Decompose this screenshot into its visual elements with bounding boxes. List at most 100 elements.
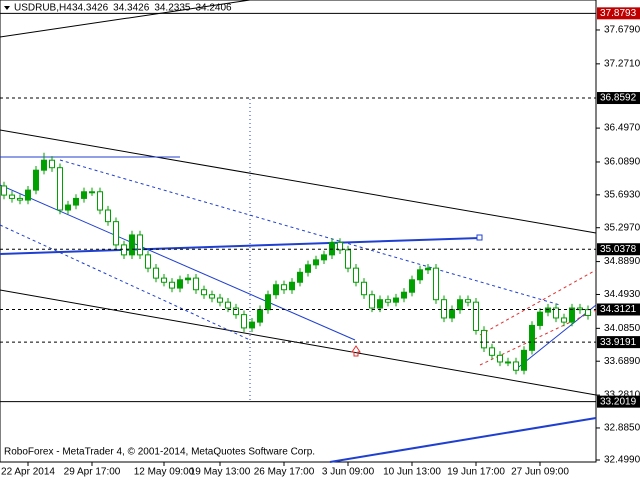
trend-line	[59, 159, 561, 306]
level-label-box	[597, 395, 640, 408]
y-tick-label: 37.6790	[604, 25, 640, 36]
candle-body	[225, 301, 231, 309]
candle-body	[369, 294, 375, 309]
level-label: 36.8592	[600, 93, 637, 104]
candle-body	[65, 204, 71, 211]
x-tick-label: 12 May 09:00	[134, 467, 195, 478]
trend-lines	[0, 0, 597, 463]
quote-value: 34.3426	[72, 3, 109, 14]
candle-body	[9, 194, 15, 199]
plot-frame	[0, 0, 597, 463]
candle-body	[497, 354, 503, 363]
candle-body	[281, 284, 287, 291]
candle-body	[73, 197, 79, 206]
trend-line	[0, 184, 356, 341]
candle-body	[177, 279, 183, 289]
candle-body	[145, 254, 151, 269]
y-tick-label: 34.4930	[604, 289, 640, 300]
y-tick-label: 33.2810	[604, 390, 640, 401]
level-label: 33.2019	[600, 396, 637, 407]
candle-body	[201, 289, 207, 296]
y-tick-label: 35.2970	[604, 222, 640, 233]
level-label: 34.3121	[600, 304, 637, 315]
candle-body	[89, 191, 95, 194]
candle-body	[513, 361, 519, 371]
candle-body	[505, 361, 511, 364]
quote-value: 34.2335	[154, 3, 191, 14]
candle-body	[41, 159, 47, 171]
candle-body	[257, 309, 263, 323]
candle-body	[17, 197, 23, 201]
candle-body	[353, 267, 359, 283]
x-tick-label: 19 May 13:00	[190, 467, 251, 478]
candle-body	[313, 259, 319, 266]
arrow-icon	[351, 345, 361, 357]
candle-body	[289, 281, 295, 291]
candle-body	[393, 297, 399, 303]
candle-body	[129, 234, 135, 256]
candle-body	[217, 297, 223, 303]
trend-line	[0, 0, 251, 38]
candle-body	[473, 301, 479, 331]
candle-body	[209, 294, 215, 299]
level-label: 33.9191	[600, 337, 637, 348]
candle-body	[417, 269, 423, 281]
candle-body	[345, 249, 351, 269]
y-tick-label: 35.6930	[604, 189, 640, 200]
level-label-box	[597, 243, 640, 256]
quote-value: 34.3426	[113, 3, 150, 14]
candle-body	[321, 254, 327, 261]
candle-body	[297, 271, 303, 283]
candle-body	[25, 189, 31, 201]
x-tick-label: 29 Apr 17:00	[64, 467, 121, 478]
candle-body	[385, 299, 391, 303]
x-tick-label: 26 May 17:00	[254, 467, 315, 478]
level-label-box	[597, 336, 640, 349]
candle-body	[1, 185, 7, 196]
candle-body	[233, 307, 239, 316]
trend-line	[479, 269, 597, 336]
candle-body	[153, 267, 159, 279]
candle-body	[449, 309, 455, 319]
candle-body	[265, 294, 271, 311]
x-tick-label: 10 Jun 13:00	[383, 467, 441, 478]
candle-body	[337, 241, 343, 251]
candle-body	[57, 167, 63, 211]
candle-body	[457, 299, 463, 311]
trend-line	[0, 224, 251, 341]
candle-body	[521, 349, 527, 371]
candle-body	[193, 277, 199, 291]
y-tick-label: 33.6890	[604, 356, 640, 367]
y-tick-label: 36.0890	[604, 157, 640, 168]
candle-body	[241, 314, 247, 329]
candle-body	[441, 299, 447, 319]
candle-body	[97, 191, 103, 211]
candle-body	[33, 169, 39, 191]
candle-body	[553, 307, 559, 319]
header-triangle	[4, 6, 10, 10]
candle-body	[433, 267, 439, 301]
x-tick-label: 19 Jun 17:00	[447, 467, 505, 478]
trend-line	[329, 417, 597, 463]
symbol: USDRUB,H4	[14, 3, 72, 14]
candle-body	[305, 264, 311, 273]
candle-body	[529, 324, 535, 351]
trend-line	[0, 289, 597, 396]
trend-line	[514, 304, 597, 371]
y-tick-label: 32.4990	[604, 455, 640, 466]
candle-body	[273, 284, 279, 296]
candle-body	[489, 347, 495, 356]
x-tick-label: 22 Apr 2014	[1, 467, 55, 478]
y-tick-label: 34.0850	[604, 323, 640, 334]
candle-body	[113, 221, 119, 246]
y-tick-label: 32.8850	[604, 423, 640, 434]
candle-body	[545, 307, 551, 313]
candle-body	[561, 317, 567, 323]
x-tick-label: 27 Jun 09:00	[511, 467, 569, 478]
candle-body	[249, 321, 255, 329]
candle-body	[105, 209, 111, 223]
level-label-box	[597, 7, 640, 20]
candle-body	[121, 244, 127, 256]
candle-body	[137, 234, 143, 256]
trend-line	[0, 129, 597, 234]
